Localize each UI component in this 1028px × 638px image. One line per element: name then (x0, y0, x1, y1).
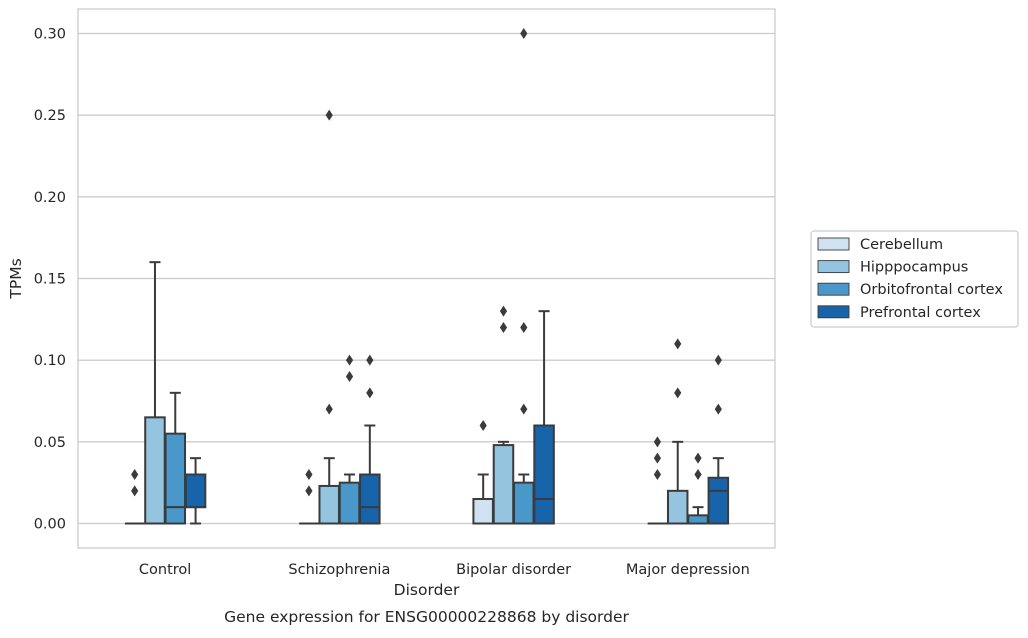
outlier-point (674, 387, 682, 399)
outlier-point (694, 469, 702, 480)
outlier-point (366, 354, 374, 366)
legend: Cerebellum Hipppocampus Orbitofrontal cort… (810, 230, 1019, 328)
y-axis-title: TPMs (7, 258, 25, 299)
legend-label: Hipppocampus (860, 260, 968, 276)
box (472, 498, 494, 525)
box-plot (687, 452, 709, 525)
box (144, 416, 166, 525)
y-tick-label: 0.15 (34, 272, 66, 288)
y-tick-label: 0.05 (34, 435, 66, 451)
box (318, 484, 340, 525)
y-tick-label: 0.10 (34, 353, 66, 369)
outlier-point (653, 436, 662, 448)
outlier-point (479, 420, 487, 431)
box-plot (164, 391, 187, 525)
box-plot (647, 436, 668, 525)
outlier-point (366, 387, 374, 399)
legend-label: Cerebellum (860, 237, 943, 253)
legend-swatch (817, 305, 850, 319)
legend-swatch (817, 260, 850, 274)
y-tick-label: 0.30 (34, 27, 66, 43)
outlier-point (131, 485, 139, 497)
box-plot (359, 354, 381, 525)
outlier-point (653, 452, 662, 464)
legend-label: Prefrontal cortex (860, 305, 981, 321)
outlier-point (520, 28, 528, 39)
outlier-point (345, 354, 354, 366)
outlier-point (714, 354, 722, 366)
x-ticks: Control Schizophrenia Bipolar disorder Majo… (139, 562, 750, 578)
outlier-point (499, 305, 508, 317)
x-tick-label: Major depression (626, 562, 750, 578)
box-plots (124, 28, 730, 525)
y-tick-label: 0.20 (34, 190, 66, 206)
box (492, 444, 515, 525)
box (513, 481, 535, 525)
outlier-point (305, 469, 313, 480)
box-plot (707, 354, 730, 525)
outlier-point (674, 338, 682, 350)
box (184, 473, 207, 509)
outlier-point (520, 403, 528, 415)
outlier-point (325, 403, 333, 415)
legend-swatch (817, 282, 850, 296)
box-plot (533, 310, 555, 525)
y-ticks: 0.00 0.05 0.10 0.15 0.20 0.25 0.30 (34, 27, 66, 533)
box-plot (184, 457, 207, 525)
outlier-point (714, 403, 722, 415)
box-plot (338, 354, 361, 525)
outlier-point (499, 322, 508, 333)
legend-swatch (817, 237, 850, 251)
y-tick-label: 0.00 (34, 517, 66, 533)
chart-caption: Gene expression for ENSG00000228868 by d… (224, 608, 629, 626)
outlier-point (131, 469, 139, 480)
y-tick-label: 0.25 (34, 108, 66, 124)
box-plot (472, 420, 494, 525)
box-plot (299, 469, 319, 525)
box (338, 481, 361, 525)
x-tick-label: Schizophrenia (288, 562, 390, 578)
outlier-point (694, 452, 702, 464)
outlier-point (305, 485, 313, 497)
box-plot (124, 469, 145, 525)
plot-frame (77, 8, 776, 549)
legend-label: Orbitofrontal cortex (860, 282, 1003, 298)
box-plot (666, 338, 689, 525)
box (533, 424, 555, 525)
box (666, 489, 689, 525)
outlier-point (325, 109, 333, 121)
outlier-point (653, 469, 662, 480)
x-axis-title: Disorder (394, 581, 460, 599)
outlier-point (345, 371, 354, 382)
box (707, 476, 730, 525)
box (687, 514, 709, 525)
x-tick-label: Bipolar disorder (456, 562, 571, 578)
x-tick-label: Control (139, 562, 191, 578)
outlier-point (520, 322, 528, 333)
box (359, 473, 381, 525)
box (164, 432, 187, 525)
legend-box (810, 230, 1019, 328)
